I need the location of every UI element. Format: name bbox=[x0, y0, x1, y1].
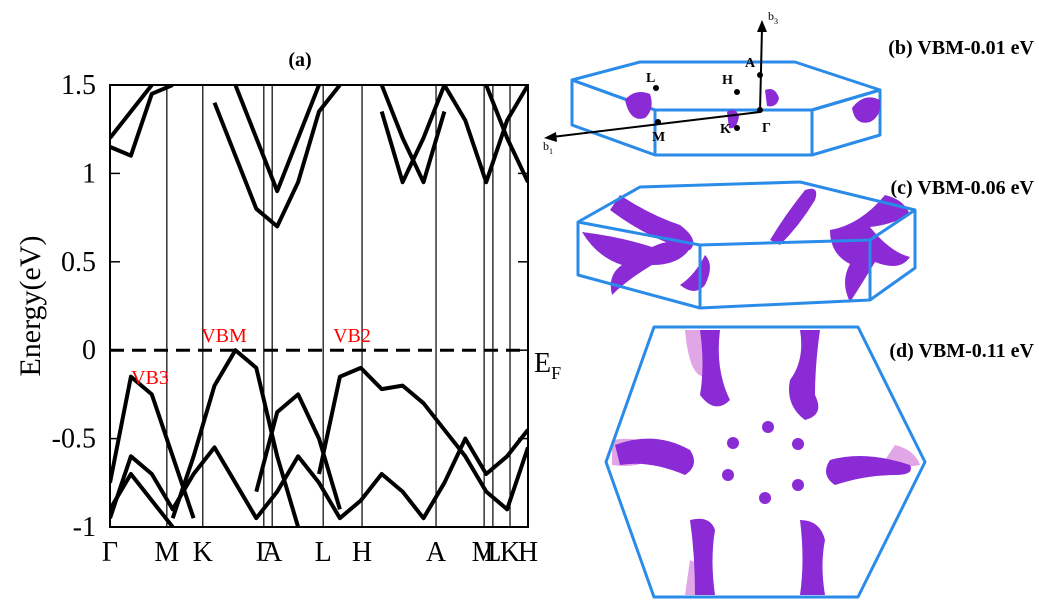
axis-label: b3 bbox=[768, 9, 778, 26]
annotation: VB2 bbox=[333, 325, 371, 347]
point-label: M bbox=[652, 130, 665, 145]
fs-pocket bbox=[615, 439, 694, 475]
band-line bbox=[173, 350, 298, 527]
annotation: VB3 bbox=[131, 367, 169, 389]
x-tick-label: H bbox=[518, 537, 538, 568]
point-label: L bbox=[646, 71, 655, 86]
axis-b3 bbox=[760, 28, 762, 112]
x-tick-label: M bbox=[154, 537, 179, 568]
band-line bbox=[110, 85, 528, 226]
panel-title: (d) VBM-0.11 eV bbox=[889, 340, 1034, 362]
y-axis-label: Energy(eV) bbox=[14, 235, 47, 376]
panel-title: (c) VBM-0.06 eV bbox=[891, 177, 1035, 199]
panel-title: (b) VBM-0.01 eV bbox=[888, 37, 1034, 59]
chart-title: (a) bbox=[288, 49, 311, 71]
fs-pocket bbox=[680, 255, 710, 291]
figure: (a) Energy(eV) -1-0.500.511.5ΓMKΓALHAMLK… bbox=[0, 0, 1039, 602]
band-line bbox=[110, 394, 340, 527]
y-tick-label: 1.5 bbox=[61, 70, 96, 101]
point-label: Γ bbox=[762, 121, 771, 136]
panel-b: b3 b1 L H A M K Γ (b) VBM-0.01 eV bbox=[543, 9, 1035, 156]
fs-pocket bbox=[800, 520, 825, 595]
fs-pocket bbox=[770, 189, 816, 245]
band-line bbox=[110, 85, 528, 191]
bz-side bbox=[572, 80, 880, 155]
point-label: K bbox=[720, 122, 731, 137]
y-tick-label: 1 bbox=[82, 158, 96, 189]
x-tick-label: A bbox=[426, 537, 447, 568]
y-tick-label: 0 bbox=[82, 335, 96, 366]
fs-pocket bbox=[700, 330, 730, 406]
fs-pocket bbox=[789, 330, 820, 420]
y-tick-label: 0.5 bbox=[61, 247, 96, 278]
y-tick-label: -1 bbox=[73, 512, 96, 543]
band-line bbox=[319, 368, 528, 509]
fs-pocket bbox=[625, 92, 652, 119]
point-label: A bbox=[745, 56, 756, 71]
y-tick-label: -0.5 bbox=[52, 424, 96, 455]
x-tick-label: K bbox=[193, 537, 213, 568]
bands bbox=[110, 85, 528, 527]
x-tick-label: Γ bbox=[102, 537, 118, 568]
axis-label: b1 bbox=[543, 139, 553, 156]
x-tick-label: L bbox=[315, 537, 332, 568]
x-tick-label: L bbox=[484, 537, 501, 568]
fs-dots bbox=[722, 421, 804, 504]
panel-d: (d) VBM-0.11 eV bbox=[606, 327, 1035, 597]
point-label: H bbox=[722, 73, 733, 88]
fs-pocket bbox=[852, 97, 880, 122]
arrow-head bbox=[757, 20, 767, 32]
x-tick-label: H bbox=[352, 537, 372, 568]
fermi-label: EF bbox=[534, 348, 561, 383]
panel-c: (c) VBM-0.06 eV bbox=[578, 177, 1035, 308]
x-tick-label: A bbox=[262, 537, 283, 568]
fs-pocket bbox=[765, 89, 779, 106]
annotation: VBM bbox=[201, 325, 247, 347]
